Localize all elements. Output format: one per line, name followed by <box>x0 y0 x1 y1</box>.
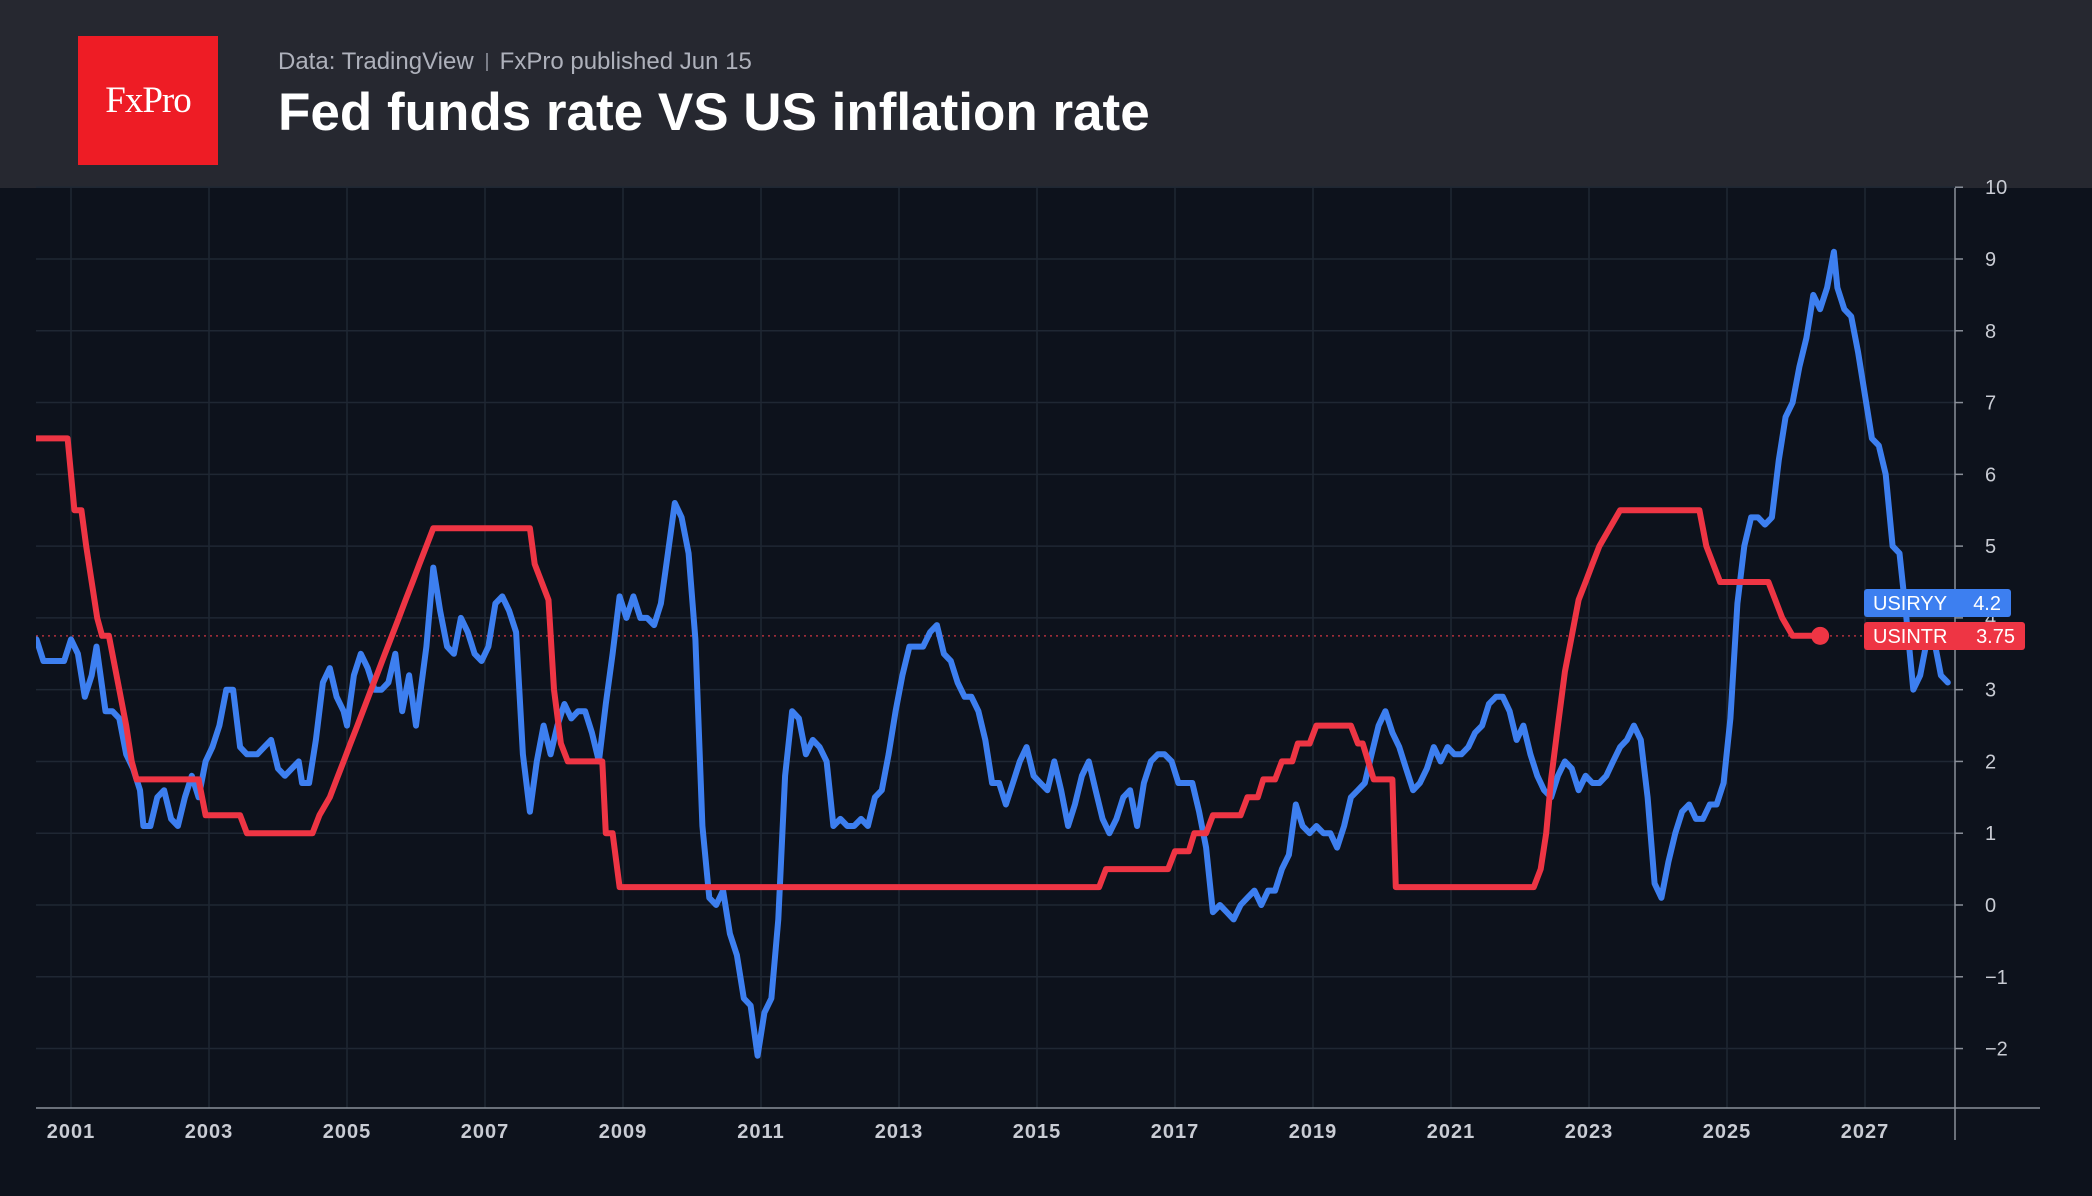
badge-background <box>1864 589 2011 617</box>
y-tick-label: −2 <box>1985 1039 2008 1061</box>
data-source: Data: TradingView <box>278 48 474 75</box>
y-axis-labels: −2 −1 0 1 2 3 4 5 6 7 8 9 10 <box>1985 177 2008 1060</box>
chart-title: Fed funds rate VS US inflation rate <box>278 83 1150 142</box>
x-tick-label: 2015 <box>1013 1121 1062 1143</box>
x-tick-label: 2001 <box>47 1121 96 1143</box>
y-tick-label: 0 <box>1985 895 1996 917</box>
chart-series <box>36 248 1955 1059</box>
y-tick-label: 9 <box>1985 249 1996 271</box>
x-tick-label: 2025 <box>1703 1121 1752 1143</box>
x-tick-label: 2005 <box>323 1121 372 1143</box>
y-tick-label: 5 <box>1985 536 1996 558</box>
badge-series-value: 3.75 <box>1976 626 2015 648</box>
chart-subtitle: Data: TradingView FxPro published Jun 15 <box>278 48 752 76</box>
y-tick-label: 6 <box>1985 464 1996 486</box>
subtitle-separator <box>485 53 488 71</box>
value-badges: USIRYY 4.2 USINTR 3.75 <box>1864 589 2025 650</box>
x-tick-label: 2003 <box>185 1121 234 1143</box>
series-line-usintr <box>36 435 1824 891</box>
y-tick-label: 2 <box>1985 751 1996 773</box>
y-tick-label: 3 <box>1985 680 1996 702</box>
x-tick-label: 2023 <box>1565 1121 1614 1143</box>
y-tick-label: 8 <box>1985 321 1996 343</box>
badge-series-name: USINTR <box>1873 626 1947 648</box>
badge-background <box>1864 622 2025 650</box>
x-axis-labels: 2001 2003 2005 2007 2009 2011 2013 2015 2017 2019… <box>47 1121 1890 1143</box>
y-tick-label: 4 <box>1985 608 1996 630</box>
series-line-usiryy <box>36 248 1951 1059</box>
x-tick-label: 2007 <box>461 1121 510 1143</box>
y-tick-label: 7 <box>1985 393 1996 415</box>
y-tick-label: 10 <box>1985 177 2007 199</box>
y-tick-label: −1 <box>1985 967 2008 989</box>
header: FxPro Data: TradingView FxPro published … <box>0 0 2092 188</box>
fxpro-logo: FxPro <box>78 36 218 165</box>
y-tick-label: 1 <box>1985 823 1996 845</box>
badge-usintr: USINTR 3.75 <box>1864 622 2025 650</box>
x-tick-label: 2019 <box>1289 1121 1338 1143</box>
x-tick-label: 2009 <box>599 1121 648 1143</box>
x-tick-label: 2013 <box>875 1121 924 1143</box>
x-tick-label: 2011 <box>737 1121 784 1143</box>
x-tick-label: 2027 <box>1841 1121 1890 1143</box>
x-tick-label: 2017 <box>1151 1121 1200 1143</box>
chart-axes <box>36 186 2040 1140</box>
usintr-end-dot <box>1811 626 1830 645</box>
badge-series-value: 4.2 <box>1973 593 2001 615</box>
chart-grid <box>36 186 1955 1108</box>
x-tick-label: 2021 <box>1427 1121 1476 1143</box>
badge-usiryy: USIRYY 4.2 <box>1864 589 2011 617</box>
published-date: FxPro published Jun 15 <box>499 48 752 75</box>
badge-series-name: USIRYY <box>1873 593 1947 615</box>
logo-text: FxPro <box>105 80 191 121</box>
